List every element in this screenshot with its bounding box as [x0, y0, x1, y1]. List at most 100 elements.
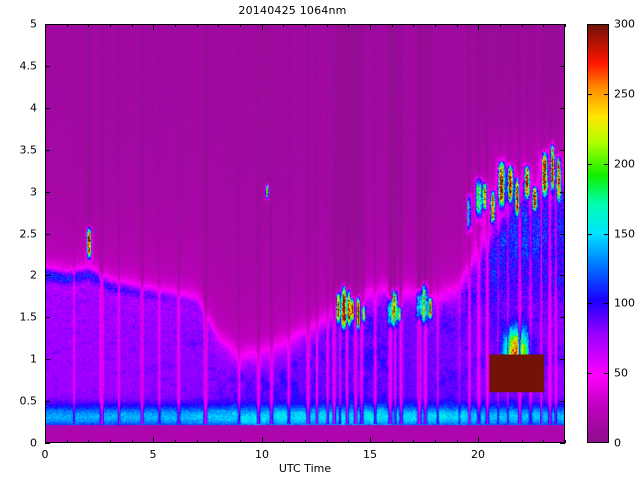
x-tick — [413, 440, 414, 443]
x-tick-label: 0 — [41, 448, 49, 461]
y-tick-label: 3.5 — [19, 143, 38, 157]
y-tick — [45, 317, 50, 318]
y-tick-label: 1.5 — [19, 310, 38, 324]
x-tick — [88, 24, 89, 27]
x-tick-label: 15 — [363, 448, 377, 461]
x-tick — [132, 440, 133, 443]
colorbar-tick-label: 300 — [614, 17, 635, 31]
x-tick — [413, 24, 414, 27]
y-tick — [45, 150, 50, 151]
x-tick — [283, 24, 284, 27]
x-tick — [478, 437, 479, 443]
x-tick — [110, 440, 111, 443]
y-tick — [45, 275, 50, 276]
x-tick — [240, 440, 241, 443]
x-tick — [522, 24, 523, 27]
x-tick — [132, 24, 133, 27]
y-tick-label: 1 — [30, 352, 37, 366]
x-tick — [435, 24, 436, 27]
colorbar-gradient — [588, 25, 608, 442]
y-tick-label: 2 — [30, 268, 37, 282]
x-tick — [262, 24, 263, 30]
x-tick — [45, 24, 46, 30]
colorbar-tick — [604, 303, 609, 304]
y-tick-label: 3 — [30, 185, 37, 199]
x-tick — [543, 24, 544, 27]
y-tick — [560, 443, 565, 444]
y-tick — [45, 401, 50, 402]
y-tick — [45, 192, 50, 193]
x-tick — [392, 440, 393, 443]
y-tick — [45, 443, 50, 444]
x-tick — [522, 440, 523, 443]
y-tick — [45, 234, 50, 235]
x-tick — [500, 440, 501, 443]
colorbar-tick-label: 50 — [614, 366, 628, 380]
x-tick — [240, 24, 241, 27]
x-axis-title: UTC Time — [278, 462, 332, 475]
y-tick-label: 4 — [30, 101, 37, 115]
x-tick — [283, 440, 284, 443]
x-tick — [565, 24, 566, 27]
y-tick — [560, 359, 565, 360]
y-tick — [560, 275, 565, 276]
colorbar-tick — [604, 373, 609, 374]
y-tick-label: 0 — [30, 436, 37, 450]
x-tick — [392, 24, 393, 27]
x-tick — [88, 440, 89, 443]
x-tick — [305, 440, 306, 443]
colorbar-tick-label: 200 — [614, 157, 635, 171]
colorbar-tick — [587, 234, 592, 235]
x-tick — [500, 24, 501, 27]
x-tick — [153, 24, 154, 30]
colorbar-tick — [587, 164, 592, 165]
colorbar-tick — [587, 94, 592, 95]
colorbar-tick — [587, 303, 592, 304]
x-tick-label: 20 — [471, 448, 485, 461]
colorbar-tick-label: 150 — [614, 227, 635, 241]
y-tick-label: 4.5 — [19, 59, 38, 73]
x-tick — [305, 24, 306, 27]
y-tick — [560, 401, 565, 402]
x-tick — [370, 24, 371, 30]
x-tick-label: 5 — [149, 448, 157, 461]
y-axis-title: Altitude [km] — [0, 197, 1, 269]
colorbar-tick — [604, 164, 609, 165]
x-tick — [153, 437, 154, 443]
y-tick-label: 5 — [30, 17, 37, 31]
y-tick-label: 2.5 — [19, 227, 38, 241]
y-tick — [560, 24, 565, 25]
y-tick — [45, 108, 50, 109]
x-tick — [110, 24, 111, 27]
colorbar-tick — [587, 373, 592, 374]
lidar-backscatter-heatmap — [46, 25, 564, 442]
y-tick-label: 0.5 — [19, 394, 38, 408]
colorbar — [587, 24, 609, 443]
y-tick — [560, 108, 565, 109]
y-tick — [45, 24, 50, 25]
colorbar-tick — [604, 94, 609, 95]
y-tick — [45, 359, 50, 360]
colorbar-tick — [604, 234, 609, 235]
x-tick — [370, 437, 371, 443]
x-tick — [457, 24, 458, 27]
x-tick — [218, 440, 219, 443]
page-title: 20140425 1064nm — [238, 4, 347, 17]
colorbar-tick-label: 100 — [614, 296, 635, 310]
y-tick — [560, 317, 565, 318]
x-tick — [565, 440, 566, 443]
x-tick — [327, 440, 328, 443]
x-tick — [327, 24, 328, 27]
x-tick — [348, 24, 349, 27]
x-tick — [175, 24, 176, 27]
x-tick — [175, 440, 176, 443]
x-tick — [197, 24, 198, 27]
colorbar-tick-label: 0 — [614, 436, 621, 450]
y-tick — [560, 234, 565, 235]
x-tick — [435, 440, 436, 443]
x-tick — [478, 24, 479, 30]
x-tick — [218, 24, 219, 27]
x-tick-label: 10 — [255, 448, 269, 461]
y-tick — [560, 66, 565, 67]
